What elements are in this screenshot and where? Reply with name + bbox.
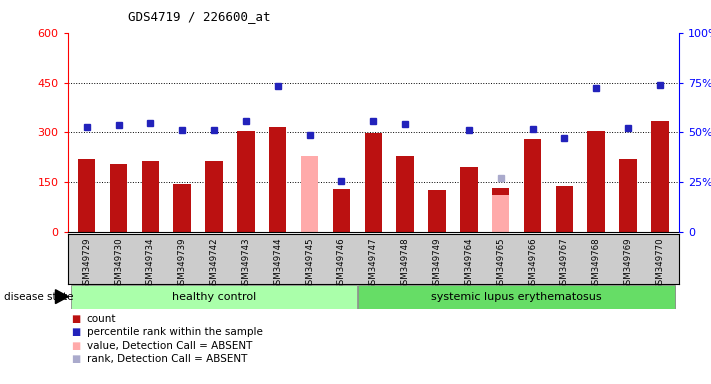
- Bar: [141, 161, 159, 232]
- Text: ■: ■: [71, 314, 80, 324]
- Text: healthy control: healthy control: [172, 291, 256, 302]
- Text: ■: ■: [71, 341, 80, 351]
- Text: percentile rank within the sample: percentile rank within the sample: [87, 327, 262, 337]
- Text: GSM349745: GSM349745: [305, 238, 314, 290]
- Bar: [205, 161, 223, 232]
- Bar: [587, 131, 605, 232]
- Bar: [333, 189, 351, 232]
- Text: systemic lupus erythematosus: systemic lupus erythematosus: [432, 291, 602, 302]
- Text: GSM349770: GSM349770: [656, 238, 664, 290]
- FancyBboxPatch shape: [358, 285, 675, 309]
- Text: GSM349764: GSM349764: [464, 238, 474, 290]
- Bar: [492, 195, 509, 232]
- Text: GSM349749: GSM349749: [432, 238, 442, 290]
- Text: value, Detection Call = ABSENT: value, Detection Call = ABSENT: [87, 341, 252, 351]
- Bar: [109, 164, 127, 232]
- Bar: [619, 159, 637, 232]
- Bar: [428, 190, 446, 232]
- Bar: [555, 186, 573, 232]
- Text: GSM349739: GSM349739: [178, 238, 187, 290]
- Text: GSM349767: GSM349767: [560, 238, 569, 290]
- Text: disease state: disease state: [4, 291, 73, 302]
- Bar: [492, 188, 509, 232]
- Text: GSM349765: GSM349765: [496, 238, 505, 290]
- Text: GSM349768: GSM349768: [592, 238, 601, 290]
- Text: ■: ■: [71, 354, 80, 364]
- Bar: [396, 156, 414, 232]
- Bar: [269, 127, 287, 232]
- Bar: [237, 131, 255, 232]
- Bar: [78, 159, 95, 232]
- Bar: [365, 134, 382, 232]
- Text: GSM349730: GSM349730: [114, 238, 123, 290]
- Text: GSM349746: GSM349746: [337, 238, 346, 290]
- Text: GSM349734: GSM349734: [146, 238, 155, 290]
- Text: GSM349742: GSM349742: [210, 238, 218, 290]
- Text: GSM349729: GSM349729: [82, 238, 91, 290]
- Bar: [524, 139, 541, 232]
- Bar: [651, 121, 668, 232]
- Text: GSM349747: GSM349747: [369, 238, 378, 290]
- FancyBboxPatch shape: [71, 285, 357, 309]
- Bar: [460, 167, 478, 232]
- Text: GSM349769: GSM349769: [624, 238, 633, 290]
- Text: GSM349748: GSM349748: [400, 238, 410, 290]
- Text: count: count: [87, 314, 116, 324]
- Text: GSM349766: GSM349766: [528, 238, 537, 290]
- Bar: [301, 156, 319, 232]
- Text: GDS4719 / 226600_at: GDS4719 / 226600_at: [128, 10, 270, 23]
- Text: GSM349743: GSM349743: [242, 238, 250, 290]
- Text: rank, Detection Call = ABSENT: rank, Detection Call = ABSENT: [87, 354, 247, 364]
- Text: GSM349744: GSM349744: [273, 238, 282, 290]
- Bar: [173, 184, 191, 232]
- Polygon shape: [55, 290, 68, 303]
- Text: ■: ■: [71, 327, 80, 337]
